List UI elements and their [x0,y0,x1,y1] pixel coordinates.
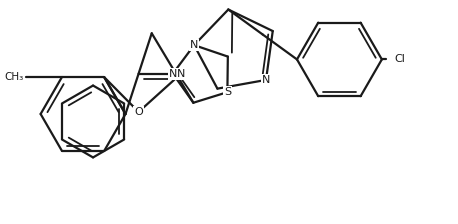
Text: S: S [224,87,231,97]
Text: N: N [262,75,270,85]
Text: Cl: Cl [394,54,405,65]
Text: N: N [190,40,198,50]
Text: N: N [169,69,177,79]
Text: N: N [177,69,185,79]
Text: CH₃: CH₃ [4,72,23,82]
Text: O: O [134,107,143,117]
